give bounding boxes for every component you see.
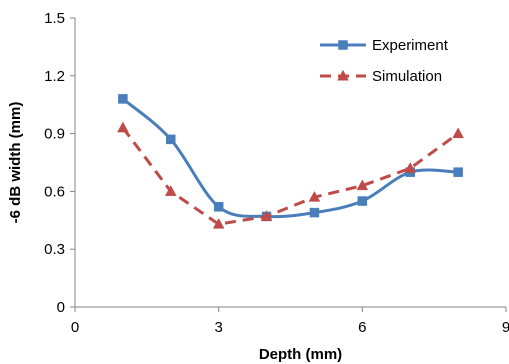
data-point-simulation	[452, 127, 464, 139]
y-tick-label: 0.6	[44, 183, 65, 200]
data-point-simulation	[117, 121, 129, 133]
x-tick-label: 9	[502, 319, 509, 336]
legend: Experiment Simulation	[320, 37, 449, 85]
data-point-experiment	[118, 94, 128, 104]
axes: 0 0.3 0.6 0.9 1.2 1.5 0 3 6 9	[44, 10, 509, 336]
legend-label: Experiment	[372, 37, 449, 54]
series-line-experiment	[121, 97, 460, 219]
legend-marker	[337, 69, 349, 81]
data-point-experiment	[166, 134, 176, 145]
x-tick-label: 6	[358, 319, 366, 336]
data-point-simulation	[164, 185, 177, 196]
y-tick-label: 0	[57, 299, 65, 316]
y-tick-label: 0.3	[44, 241, 65, 258]
data-point-simulation	[356, 179, 369, 191]
x-tick-label: 0	[71, 319, 79, 336]
legend-entry-experiment: Experiment	[320, 37, 449, 54]
legend-label: Simulation	[372, 68, 442, 85]
series-simulation	[117, 121, 464, 229]
x-axis-title: Depth (mm)	[259, 346, 342, 363]
series-line-simulation	[121, 126, 459, 226]
legend-marker	[338, 40, 348, 50]
data-point-experiment	[309, 207, 320, 218]
data-point-experiment	[453, 167, 463, 177]
series-experiment	[118, 94, 463, 222]
data-point-simulation	[260, 210, 273, 221]
data-point-experiment	[213, 202, 224, 212]
data-point-simulation	[308, 190, 321, 202]
data-point-simulation	[212, 217, 225, 229]
x-tick-label: 3	[214, 319, 222, 336]
series-layer	[117, 94, 464, 229]
data-point-experiment	[357, 196, 368, 206]
y-axis-title: -6 dB width (mm)	[7, 102, 24, 224]
y-tick-label: 1.5	[44, 10, 65, 27]
legend-entry-simulation: Simulation	[320, 68, 442, 85]
y-tick-label: 0.9	[44, 126, 65, 143]
data-point-simulation	[404, 162, 417, 173]
y-tick-label: 1.2	[44, 68, 65, 85]
